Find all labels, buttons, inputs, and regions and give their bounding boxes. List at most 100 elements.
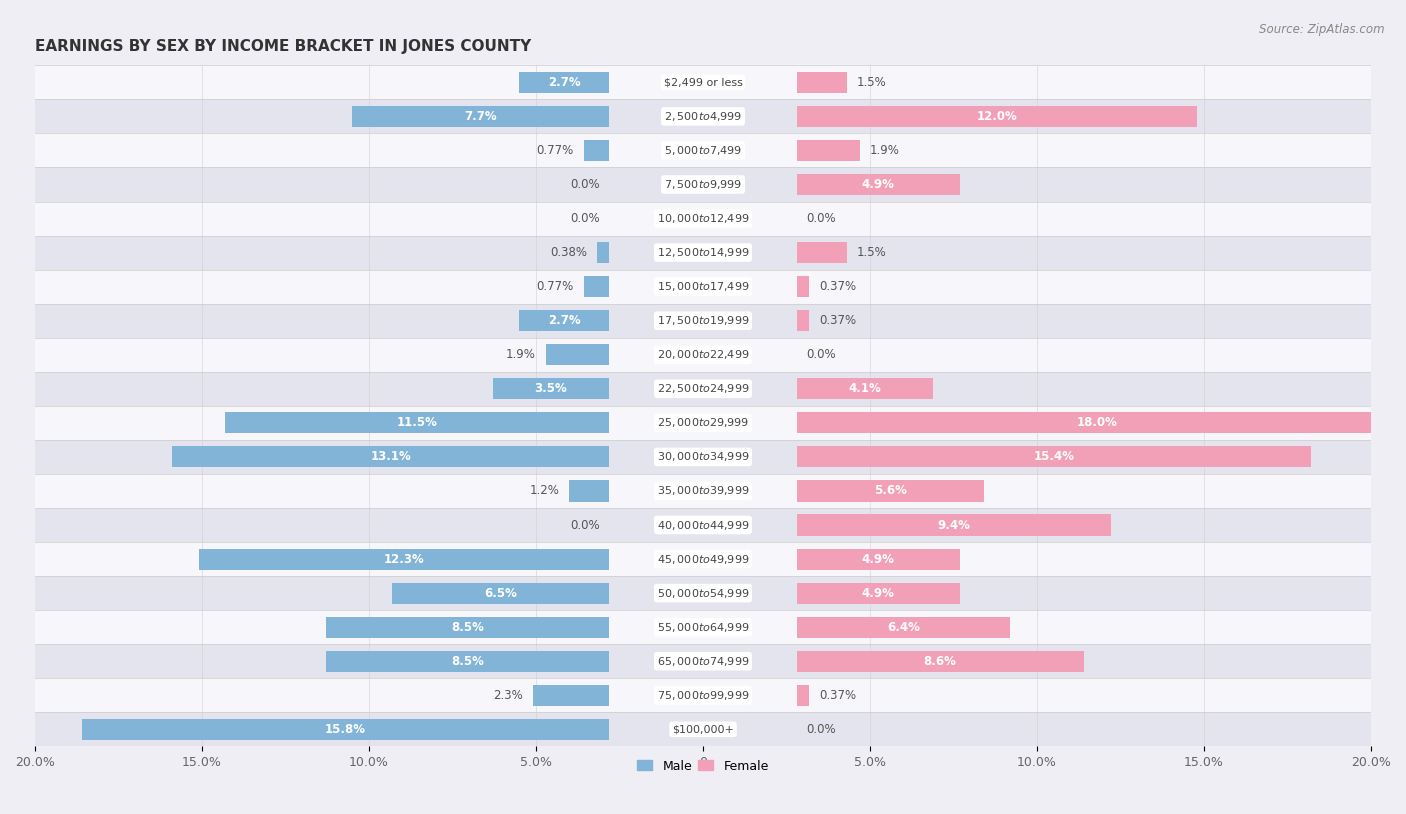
Bar	[35, 576, 1371, 610]
Bar	[569, 480, 609, 501]
Bar	[35, 610, 1371, 644]
Bar	[35, 406, 1371, 440]
Text: 0.77%: 0.77%	[537, 144, 574, 157]
Text: $7,500 to $9,999: $7,500 to $9,999	[664, 178, 742, 191]
Text: $50,000 to $54,999: $50,000 to $54,999	[657, 587, 749, 600]
Bar	[519, 310, 609, 331]
Bar	[797, 174, 960, 195]
Text: 0.0%: 0.0%	[569, 178, 599, 191]
Text: $75,000 to $99,999: $75,000 to $99,999	[657, 689, 749, 702]
Bar	[797, 685, 808, 706]
Text: 12.3%: 12.3%	[384, 553, 425, 566]
Text: $55,000 to $64,999: $55,000 to $64,999	[657, 620, 749, 633]
Bar	[797, 140, 860, 161]
Bar	[797, 379, 934, 400]
Bar	[797, 106, 1198, 127]
Text: $65,000 to $74,999: $65,000 to $74,999	[657, 654, 749, 667]
Text: $35,000 to $39,999: $35,000 to $39,999	[657, 484, 749, 497]
Bar	[225, 413, 609, 433]
Bar	[326, 617, 609, 637]
Text: $45,000 to $49,999: $45,000 to $49,999	[657, 553, 749, 566]
Text: 15.4%: 15.4%	[1033, 450, 1074, 463]
Text: Source: ZipAtlas.com: Source: ZipAtlas.com	[1260, 23, 1385, 36]
Bar	[392, 583, 609, 604]
Bar	[35, 269, 1371, 304]
Bar	[35, 338, 1371, 372]
Bar	[35, 474, 1371, 508]
Bar	[797, 413, 1398, 433]
Bar	[797, 549, 960, 570]
Text: 4.9%: 4.9%	[862, 178, 894, 191]
Bar	[596, 242, 609, 263]
Text: 18.0%: 18.0%	[1077, 416, 1118, 429]
Bar	[797, 650, 1084, 672]
Bar	[35, 65, 1371, 99]
Bar	[35, 372, 1371, 406]
Text: 6.5%: 6.5%	[485, 587, 517, 600]
Text: 7.7%: 7.7%	[464, 110, 498, 123]
Bar	[583, 140, 609, 161]
Text: 2.3%: 2.3%	[494, 689, 523, 702]
Text: 0.0%: 0.0%	[807, 723, 837, 736]
Bar	[797, 514, 1111, 536]
Text: 2.7%: 2.7%	[548, 314, 581, 327]
Text: $2,500 to $4,999: $2,500 to $4,999	[664, 110, 742, 123]
Legend: Male, Female: Male, Female	[633, 755, 773, 777]
Bar	[797, 72, 846, 93]
Text: 4.9%: 4.9%	[862, 587, 894, 600]
Bar	[35, 235, 1371, 269]
Text: $2,499 or less: $2,499 or less	[664, 77, 742, 87]
Bar	[172, 446, 609, 467]
Text: 0.37%: 0.37%	[818, 314, 856, 327]
Text: $20,000 to $22,499: $20,000 to $22,499	[657, 348, 749, 361]
Text: 0.0%: 0.0%	[569, 519, 599, 532]
Bar	[797, 310, 808, 331]
Text: 15.8%: 15.8%	[325, 723, 366, 736]
Text: 9.4%: 9.4%	[936, 519, 970, 532]
Bar	[35, 202, 1371, 235]
Text: 1.9%: 1.9%	[870, 144, 900, 157]
Text: 11.5%: 11.5%	[396, 416, 437, 429]
Bar	[35, 644, 1371, 678]
Bar	[35, 542, 1371, 576]
Text: 0.38%: 0.38%	[550, 246, 586, 259]
Text: 4.1%: 4.1%	[849, 383, 882, 396]
Text: 8.5%: 8.5%	[451, 654, 484, 667]
Text: $40,000 to $44,999: $40,000 to $44,999	[657, 519, 749, 532]
Bar	[797, 446, 1310, 467]
Text: $25,000 to $29,999: $25,000 to $29,999	[657, 416, 749, 429]
Bar	[35, 304, 1371, 338]
Bar	[35, 99, 1371, 133]
Text: $17,500 to $19,999: $17,500 to $19,999	[657, 314, 749, 327]
Text: 4.9%: 4.9%	[862, 553, 894, 566]
Bar	[82, 719, 609, 740]
Bar	[326, 650, 609, 672]
Bar	[797, 480, 984, 501]
Text: 8.6%: 8.6%	[924, 654, 956, 667]
Bar	[797, 583, 960, 604]
Text: $15,000 to $17,499: $15,000 to $17,499	[657, 280, 749, 293]
Bar	[797, 276, 808, 297]
Text: $5,000 to $7,499: $5,000 to $7,499	[664, 144, 742, 157]
Bar	[35, 133, 1371, 168]
Text: 1.5%: 1.5%	[856, 246, 886, 259]
Bar	[35, 508, 1371, 542]
Text: $30,000 to $34,999: $30,000 to $34,999	[657, 450, 749, 463]
Text: 2.7%: 2.7%	[548, 76, 581, 89]
Bar	[35, 440, 1371, 474]
Text: 8.5%: 8.5%	[451, 620, 484, 633]
Bar	[546, 344, 609, 365]
Text: $100,000+: $100,000+	[672, 724, 734, 734]
Text: 1.2%: 1.2%	[530, 484, 560, 497]
Text: 0.0%: 0.0%	[569, 212, 599, 225]
Text: 5.6%: 5.6%	[873, 484, 907, 497]
Text: 6.4%: 6.4%	[887, 620, 920, 633]
Text: 0.77%: 0.77%	[537, 280, 574, 293]
Bar	[198, 549, 609, 570]
Bar	[797, 242, 846, 263]
Text: EARNINGS BY SEX BY INCOME BRACKET IN JONES COUNTY: EARNINGS BY SEX BY INCOME BRACKET IN JON…	[35, 39, 531, 55]
Bar	[492, 379, 609, 400]
Text: $12,500 to $14,999: $12,500 to $14,999	[657, 246, 749, 259]
Text: 13.1%: 13.1%	[370, 450, 411, 463]
Text: 1.5%: 1.5%	[856, 76, 886, 89]
